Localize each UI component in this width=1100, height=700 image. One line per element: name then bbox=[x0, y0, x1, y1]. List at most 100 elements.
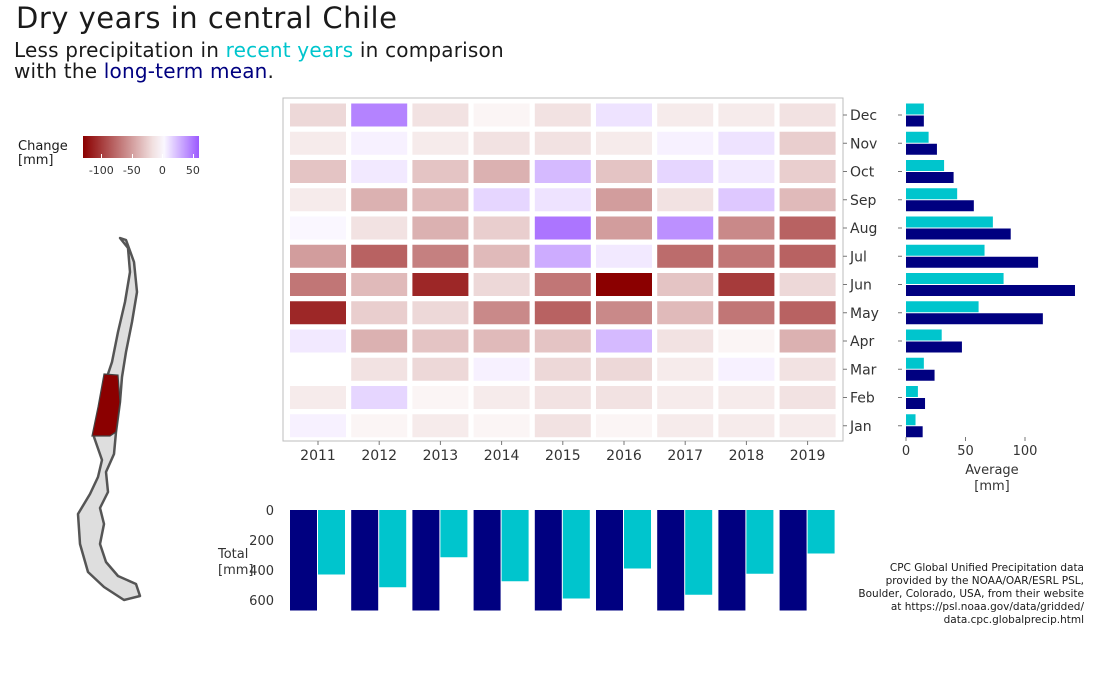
heatmap-cell bbox=[657, 357, 714, 381]
subtitle-text: with the bbox=[14, 59, 104, 83]
average-x-tick-label: 0 bbox=[902, 444, 910, 459]
subtitle-recent-highlight: recent years bbox=[225, 38, 354, 62]
heatmap-cell bbox=[412, 103, 469, 127]
total-bar-mean bbox=[290, 510, 317, 611]
central-chile-region bbox=[91, 373, 121, 437]
heatmap-cell bbox=[718, 103, 775, 127]
heatmap-cell bbox=[534, 131, 591, 155]
average-bar-mean bbox=[906, 256, 1039, 268]
legend-tick-label: 50 bbox=[185, 164, 200, 177]
month-tick-label: Apr bbox=[850, 334, 874, 350]
total-axis-unit: [mm] bbox=[218, 563, 253, 578]
heatmap-cell bbox=[779, 273, 836, 296]
heatmap-cell bbox=[657, 273, 714, 296]
month-tick-label: Oct bbox=[850, 165, 875, 181]
average-bar-recent bbox=[906, 131, 929, 143]
subtitle-text: . bbox=[267, 59, 275, 83]
legend-title-line: Change bbox=[18, 139, 68, 154]
chart-title: Dry years in central Chile bbox=[16, 1, 398, 35]
heatmap-cell bbox=[351, 244, 408, 268]
total-y-tick-label: 600 bbox=[249, 594, 274, 609]
average-bar-mean bbox=[906, 228, 1011, 240]
legend-tick-label: -100 bbox=[88, 164, 114, 177]
heatmap-cell bbox=[718, 131, 775, 155]
average-bar-mean bbox=[906, 426, 923, 438]
year-tick-label: 2014 bbox=[484, 448, 520, 464]
heatmap-cell bbox=[779, 301, 836, 325]
heatmap-cell bbox=[596, 216, 652, 240]
total-bar-recent bbox=[807, 510, 835, 554]
heatmap-cell bbox=[779, 188, 836, 212]
year-tick-label: 2013 bbox=[423, 448, 459, 464]
source-line: CPC Global Unified Precipitation data bbox=[889, 562, 1084, 574]
average-bar-recent bbox=[906, 103, 924, 115]
month-tick-label: Mar bbox=[850, 362, 877, 378]
total-bar-mean bbox=[351, 510, 379, 611]
heatmap-cell bbox=[473, 273, 530, 296]
heatmap-cell bbox=[718, 273, 775, 296]
heatmap-cell bbox=[412, 131, 469, 155]
average-bar-mean bbox=[906, 115, 924, 127]
heatmap-cell bbox=[534, 301, 591, 325]
total-bar-mean bbox=[473, 510, 501, 611]
heatmap-cell bbox=[290, 357, 346, 381]
source-line: Boulder, Colorado, USA, from their websi… bbox=[858, 588, 1084, 600]
total-bar-recent bbox=[379, 510, 407, 588]
average-bar-recent bbox=[906, 329, 942, 341]
heatmap-cell bbox=[657, 103, 714, 127]
subtitle-text: Less precipitation in bbox=[14, 38, 226, 62]
average-bar-recent bbox=[906, 301, 979, 313]
heatmap-cell bbox=[718, 244, 775, 268]
heatmap-cell bbox=[412, 386, 469, 409]
heatmap-cell bbox=[290, 216, 346, 240]
average-bar-recent bbox=[906, 414, 916, 426]
heatmap-cell bbox=[412, 188, 469, 212]
heatmap-cell bbox=[657, 329, 714, 353]
month-tick-label: Sep bbox=[850, 193, 877, 209]
heatmap-cell bbox=[534, 273, 591, 296]
month-tick-label: Jul bbox=[849, 249, 867, 265]
total-y-tick-label: 200 bbox=[249, 534, 274, 549]
average-x-tick-label: 100 bbox=[1013, 444, 1038, 459]
heatmap-cell bbox=[718, 188, 775, 212]
heatmap-cell bbox=[412, 273, 469, 296]
source-line: at https://psl.noaa.gov/data/gridded/ bbox=[890, 601, 1084, 613]
heatmap-cell bbox=[412, 414, 469, 438]
total-bar-recent bbox=[318, 510, 345, 575]
heatmap-cell bbox=[351, 414, 408, 438]
heatmap-cell bbox=[351, 273, 408, 296]
heatmap-cell bbox=[473, 188, 530, 212]
heatmap-cell bbox=[779, 216, 836, 240]
heatmap-cell bbox=[534, 188, 591, 212]
subtitle-text: in comparison bbox=[353, 38, 504, 62]
heatmap-cell bbox=[657, 244, 714, 268]
month-tick-label: Feb bbox=[850, 391, 875, 407]
heatmap-cell bbox=[473, 357, 530, 381]
heatmap-cell bbox=[473, 103, 530, 127]
heatmap-cell bbox=[657, 414, 714, 438]
heatmap-cell bbox=[473, 244, 530, 268]
heatmap-cell bbox=[473, 414, 530, 438]
heatmap-cell bbox=[534, 386, 591, 409]
heatmap-cell bbox=[290, 244, 346, 268]
heatmap-cell bbox=[351, 103, 408, 127]
total-bar-mean bbox=[412, 510, 440, 611]
heatmap-cell bbox=[596, 160, 652, 183]
total-bar-mean bbox=[718, 510, 746, 611]
average-bar-recent bbox=[906, 273, 1004, 284]
total-bar-recent bbox=[685, 510, 713, 595]
year-tick-label: 2015 bbox=[545, 448, 581, 464]
average-bar-mean bbox=[906, 313, 1043, 325]
heatmap-cell bbox=[779, 244, 836, 268]
average-bar-mean bbox=[906, 172, 954, 183]
average-bar-mean bbox=[906, 398, 926, 409]
chart-subtitle: Less precipitation in recent years in co… bbox=[14, 40, 504, 82]
heatmap-cell bbox=[779, 414, 836, 438]
heatmap-cell bbox=[290, 329, 346, 353]
heatmap-cell bbox=[351, 188, 408, 212]
legend-color-bar bbox=[83, 136, 199, 158]
heatmap-cell bbox=[657, 216, 714, 240]
total-bar-recent bbox=[624, 510, 651, 569]
heatmap-cell bbox=[779, 160, 836, 183]
